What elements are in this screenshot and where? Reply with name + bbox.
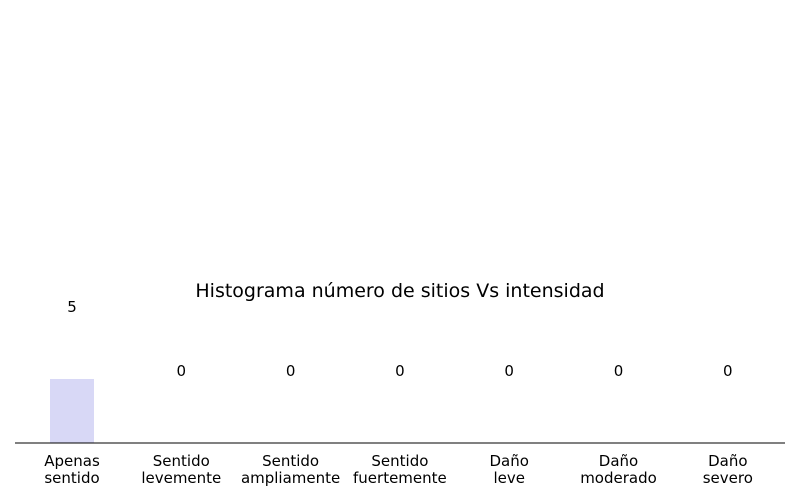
- x-tick-label-5: Daño moderado: [580, 452, 657, 487]
- data-labels-layer: 5 0 0 0 0 0 0: [67, 298, 732, 380]
- x-tick-labels-layer: Apenas sentido Sentido levemente Sentido ampl…: [44, 452, 753, 487]
- bar-0: [50, 379, 94, 443]
- chart-title: Histograma número de sitios Vs intensida…: [195, 280, 604, 302]
- data-label-1: 0: [177, 362, 187, 380]
- data-label-3: 0: [395, 362, 405, 380]
- data-label-4: 0: [504, 362, 514, 380]
- x-tick-label-2: Sentido ampliamente: [241, 452, 340, 487]
- x-tick-label-3: Sentido fuertemente: [353, 452, 447, 487]
- data-label-0: 5: [67, 298, 77, 316]
- bars-layer: [50, 379, 94, 443]
- x-tick-label-4: Daño leve: [489, 452, 528, 487]
- data-label-5: 0: [614, 362, 624, 380]
- x-tick-label-1: Sentido levemente: [141, 452, 221, 487]
- data-label-6: 0: [723, 362, 733, 380]
- data-label-2: 0: [286, 362, 296, 380]
- x-tick-label-6: Daño severo: [703, 452, 753, 487]
- x-tick-label-0: Apenas sentido: [44, 452, 100, 487]
